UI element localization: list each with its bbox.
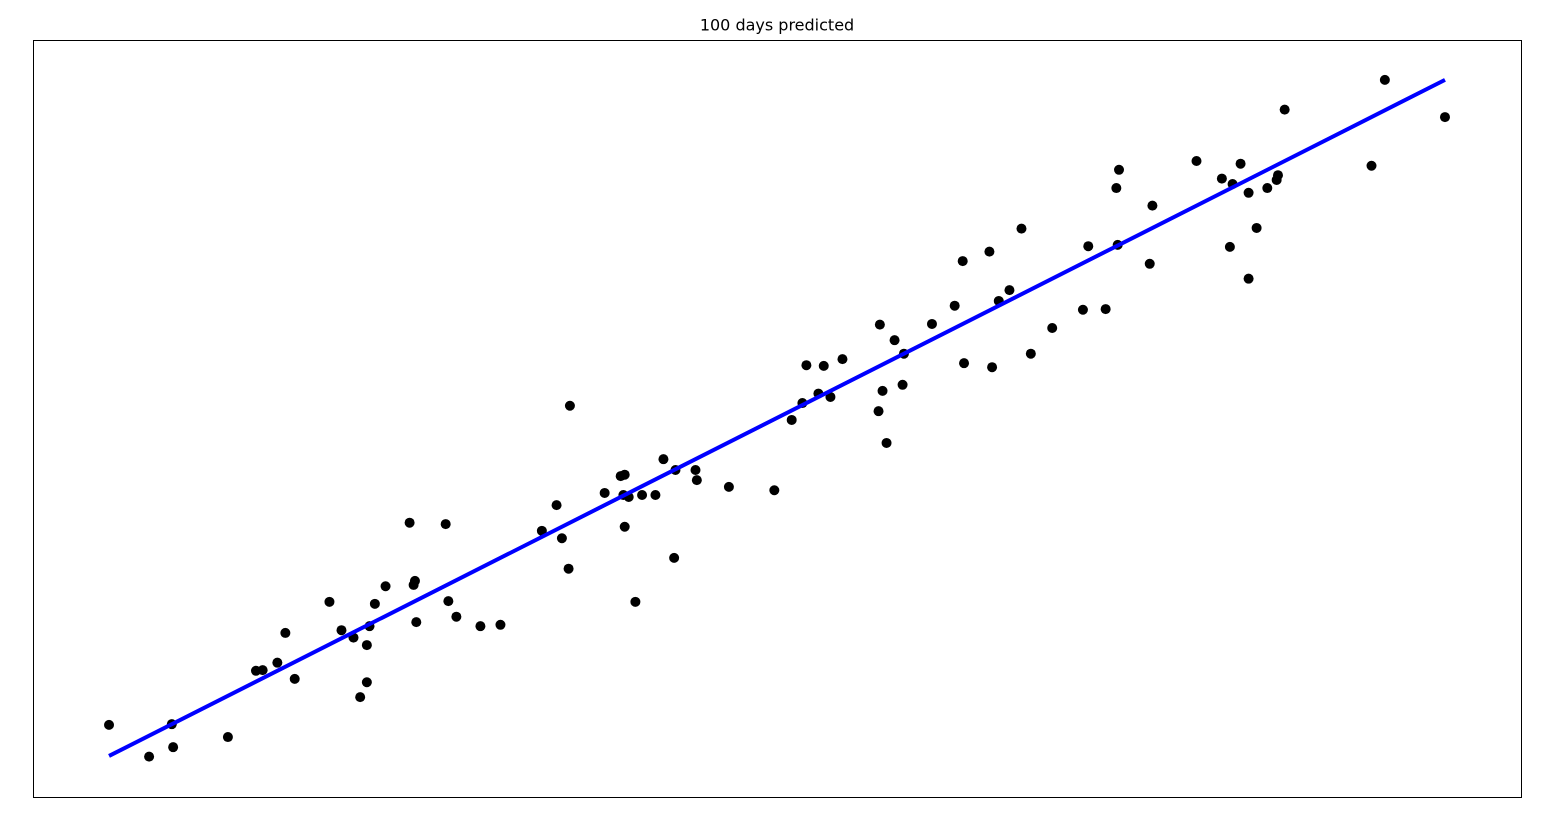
scatter-point (361, 640, 372, 651)
scatter-point (1111, 183, 1122, 194)
scatter-point (1100, 304, 1111, 315)
scatter-point (369, 598, 380, 609)
scatter-point (1016, 223, 1027, 234)
scatter-point (1216, 173, 1227, 184)
scatter-point (769, 485, 780, 496)
scatter-point (168, 742, 179, 753)
scatter-point (877, 385, 888, 396)
scatter-point (536, 525, 547, 536)
scatter-point (669, 552, 680, 563)
scatter-point (1243, 187, 1254, 198)
scatter-point (959, 358, 970, 369)
scatter-point (691, 475, 702, 486)
scatter-point (690, 464, 701, 475)
scatter-point (1439, 112, 1450, 123)
scatter-point (355, 692, 366, 703)
scatter-point (144, 751, 155, 762)
scatter-point (873, 406, 884, 417)
scatter-point (599, 487, 610, 498)
scatter-point (1235, 158, 1246, 169)
scatter-point (1047, 323, 1058, 334)
scatter-point (443, 596, 454, 607)
scatter-point (1366, 160, 1377, 171)
scatter-point (495, 619, 506, 630)
scatter-point (451, 611, 462, 622)
scatter-point (1272, 170, 1283, 181)
scatter-point (987, 362, 998, 373)
scatter-point (619, 521, 630, 532)
scatter-point (409, 575, 420, 586)
scatter-point (1262, 183, 1273, 194)
scatter-point (1083, 241, 1094, 252)
scatter-point (1379, 74, 1390, 85)
scatter-point (825, 391, 836, 402)
scatter-point (837, 354, 848, 365)
scatter-point (1251, 222, 1262, 233)
scatter-point (336, 625, 347, 636)
scatter-point (104, 719, 115, 730)
scatter-point (475, 621, 486, 632)
scatter-point (280, 627, 291, 638)
scatter-point (723, 481, 734, 492)
plot-frame (33, 40, 1522, 798)
scatter-point (272, 657, 283, 668)
scatter-point (563, 563, 574, 574)
scatter-point (801, 360, 812, 371)
scatter-point (658, 454, 669, 465)
scatter-point (984, 246, 995, 257)
scatter-point (1114, 164, 1125, 175)
scatter-point (630, 596, 641, 607)
scatter-point (786, 414, 797, 425)
regression-line (108, 78, 1446, 758)
scatter-point (818, 360, 829, 371)
scatter-point (222, 732, 233, 743)
scatter-point (440, 519, 451, 530)
scatter-point (411, 617, 422, 628)
scatter-point (881, 437, 892, 448)
scatter-point (1077, 304, 1088, 315)
scatter-point (1191, 156, 1202, 167)
scatter-point (324, 596, 335, 607)
scatter-point (926, 318, 937, 329)
scatter-point (1279, 104, 1290, 115)
scatter-point (889, 335, 900, 346)
scatter-point (289, 673, 300, 684)
scatter-point (650, 489, 661, 500)
scatter-point (361, 677, 372, 688)
scatter-point (1004, 285, 1015, 296)
scatter-point (404, 517, 415, 528)
scatter-point (874, 319, 885, 330)
scatter-point (1025, 348, 1036, 359)
chart-title: 100 days predicted (700, 16, 854, 35)
scatter-point (1147, 200, 1158, 211)
scatter-point (957, 256, 968, 267)
scatter-point (564, 400, 575, 411)
scatter-point (949, 300, 960, 311)
scatter-point (551, 500, 562, 511)
scatter-point (1144, 258, 1155, 269)
scatter-point (556, 533, 567, 544)
scatter-point (619, 469, 630, 480)
scatter-point (257, 665, 268, 676)
scatter-point (1224, 241, 1235, 252)
scatter-point (380, 581, 391, 592)
scatter-point (897, 379, 908, 390)
scatter-point (637, 489, 648, 500)
scatter-point (1243, 273, 1254, 284)
